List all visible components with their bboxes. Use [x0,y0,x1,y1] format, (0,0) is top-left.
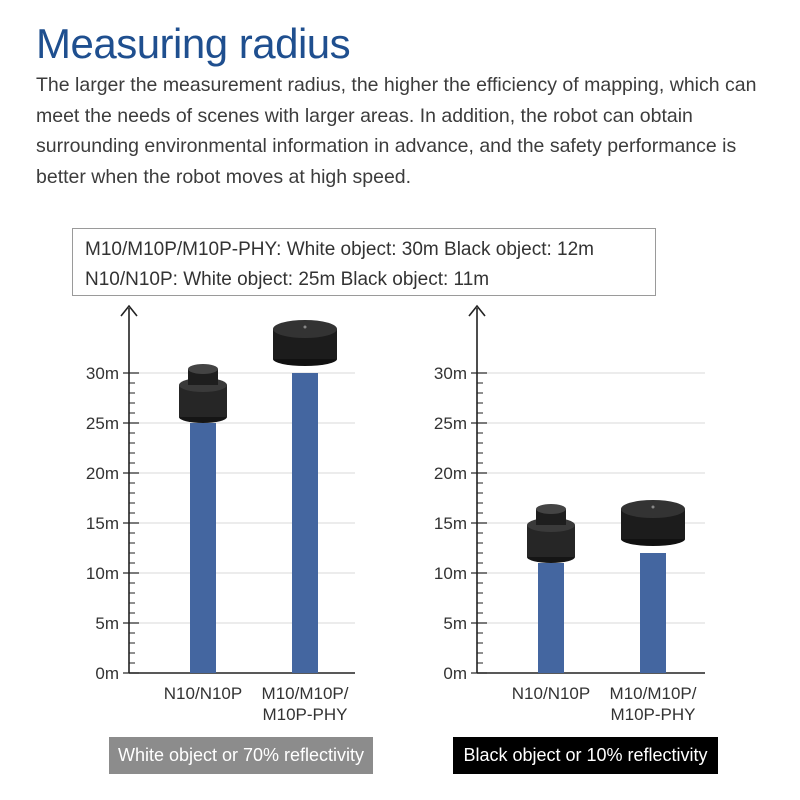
page-description: The larger the measurement radius, the h… [36,74,757,188]
chart2-y-tick-label: 15m [434,514,467,533]
chart1-y-tick-label: 25m [86,414,119,433]
chart1-sensor-m10-dot [303,325,307,329]
chart1-sensor-n10-head-top [188,364,218,374]
legend-white-object: White object or 70% reflectivity [109,737,373,774]
chart1-y-tick-label: 15m [86,514,119,533]
chart1-y-tick-label: 30m [86,364,119,383]
chart2-y-tick-label: 25m [434,414,467,433]
chart1-y-tick-label: 10m [86,564,119,583]
chart1-bar-1 [190,423,216,673]
chart1-y-axis-arrow [120,304,138,317]
chart2-y-tick-label: 30m [434,364,467,383]
spec-line-m10: M10/M10P/M10P-PHY: White object: 30m Bla… [85,239,594,260]
chart1-x-tick-label: M10P-PHY [262,705,347,724]
spec-line-n10: N10/N10P: White object: 25m Black object… [85,269,490,290]
chart2-bar-2 [640,553,666,673]
chart2-x-tick-label: M10P-PHY [610,705,695,724]
chart2-sensor-n10-head-top [536,504,566,514]
chart2-sensor-m10-top [621,500,685,518]
chart1-y-tick-label: 0m [95,664,119,683]
chart2-x-tick-label: M10/M10P/ [610,684,697,703]
chart2-y-tick-label: 5m [443,614,467,633]
chart2-bar-1 [538,563,564,673]
chart2-x-tick-label: N10/N10P [512,684,590,703]
chart2-y-tick-label: 20m [434,464,467,483]
chart2-y-axis-arrow [468,304,486,317]
chart1-y-tick-label: 5m [95,614,119,633]
chart1-bar-2 [292,373,318,673]
chart1-x-tick-label: M10/M10P/ [262,684,349,703]
chart1-y-tick-label: 20m [86,464,119,483]
chart2-y-tick-label: 0m [443,664,467,683]
chart2-sensor-m10-dot [651,505,655,509]
chart1-x-tick-label: N10/N10P [164,684,242,703]
chart2-y-tick-label: 10m [434,564,467,583]
chart1-sensor-m10-top [273,320,337,338]
page-title: Measuring radius [36,20,351,67]
spec-box: M10/M10P/M10P-PHY: White object: 30m Bla… [72,228,656,296]
legend-black-object: Black object or 10% reflectivity [453,737,718,774]
